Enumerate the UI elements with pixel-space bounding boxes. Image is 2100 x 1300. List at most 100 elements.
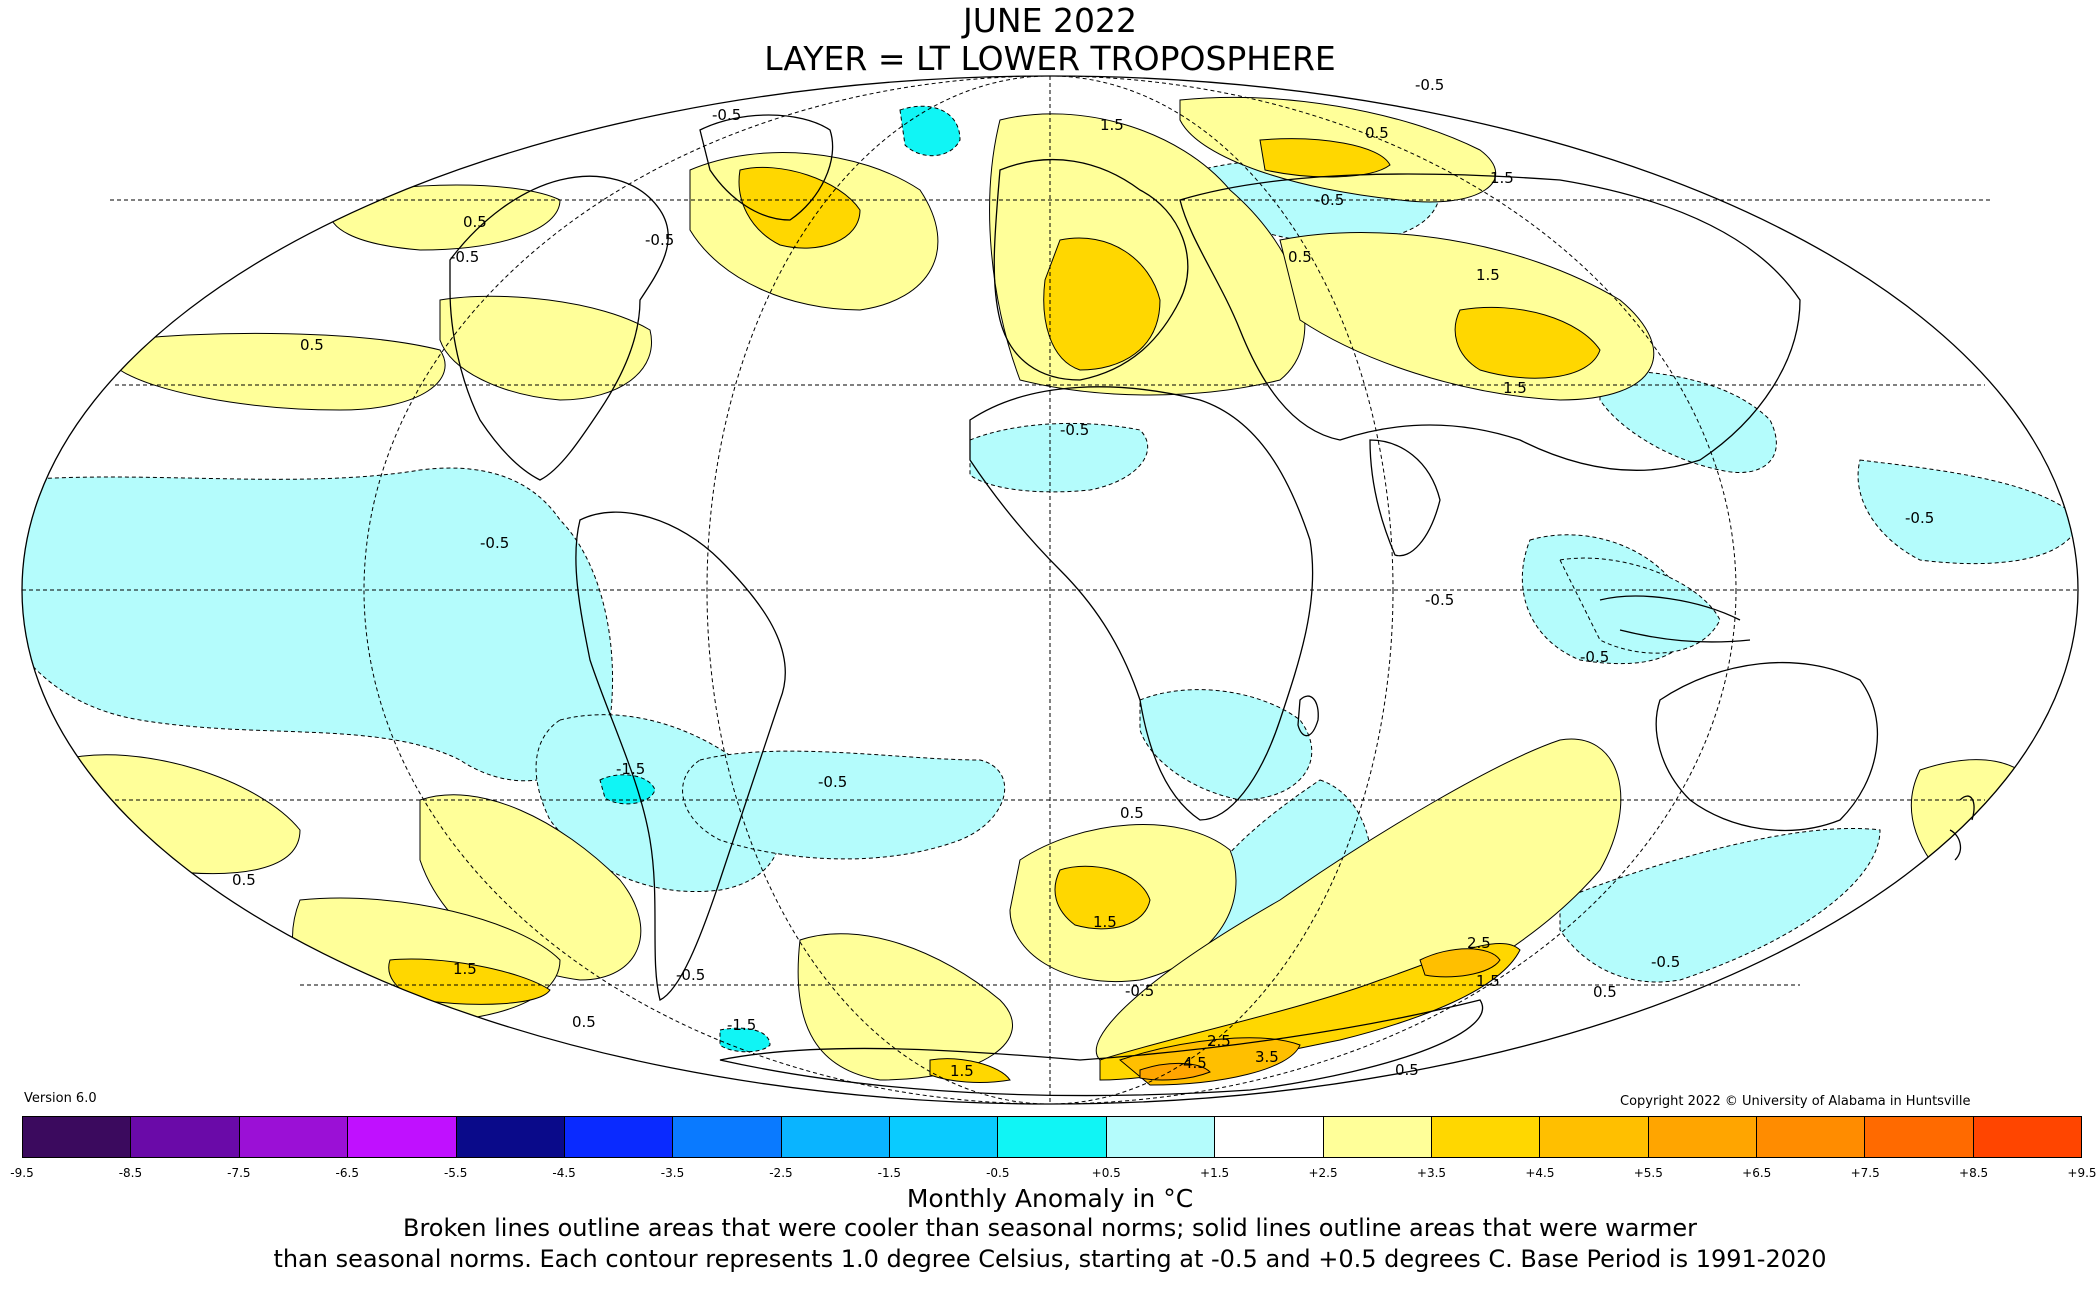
contour-label: 1.5 <box>1476 972 1500 990</box>
cool-region-southeast-asia <box>1559 557 1721 654</box>
europe-outline <box>993 159 1189 381</box>
anomaly-fields <box>22 96 2078 1086</box>
contour-label: 1.5 <box>1100 116 1124 134</box>
continent-outlines <box>449 114 1975 1097</box>
contour-label: 1.5 <box>1503 379 1527 397</box>
color-scale-swatch <box>239 1117 349 1157</box>
strong-warm-region-greenland-sea <box>738 166 861 249</box>
cool-region-north-pacific <box>1857 459 2078 565</box>
color-scale-swatch <box>1323 1117 1432 1157</box>
color-scale-swatch <box>348 1117 457 1157</box>
india-outline <box>1369 439 1441 557</box>
contour-label: -0.5 <box>1060 421 1089 439</box>
color-scale-swatch <box>890 1117 999 1157</box>
very-cool-region-antarctic <box>719 1027 771 1053</box>
color-scale-swatch <box>1648 1117 1757 1157</box>
contour-label: -0.5 <box>645 231 674 249</box>
contour-label: 0.5 <box>232 871 256 889</box>
cool-region-southern-ocean <box>1559 827 1881 983</box>
contour-label: -0.5 <box>480 534 509 552</box>
contour-label: -0.5 <box>1580 648 1609 666</box>
madagascar-outline <box>1297 695 1319 737</box>
new-zealand-outline <box>1949 795 1975 861</box>
color-scale-tick-label: -9.5 <box>10 1166 34 1180</box>
contour-label: -0.5 <box>712 106 741 124</box>
color-scale-swatch <box>1757 1117 1866 1157</box>
warm-region-north-america <box>439 295 652 401</box>
color-scale-swatch <box>1106 1117 1216 1157</box>
color-scale-tick-label: +9.5 <box>2067 1166 2097 1180</box>
contour-label: -0.5 <box>1315 191 1344 209</box>
contour-label: 2.5 <box>1207 1032 1231 1050</box>
map-subtitle: LAYER = LT LOWER TROPOSPHERE <box>764 39 1336 78</box>
north-america-outline <box>449 175 669 481</box>
contour-label: 1.5 <box>1490 169 1514 187</box>
globe-border <box>21 75 2079 1105</box>
contour-label: -0.5 <box>1651 953 1680 971</box>
contour-label: -0.5 <box>1125 982 1154 1000</box>
cool-region-eastern-pacific <box>22 467 613 782</box>
color-scale-swatch <box>131 1117 240 1157</box>
color-scale-swatch <box>1973 1117 2082 1157</box>
south-america-outline <box>575 511 786 1001</box>
very-warm-region-southern-ocean <box>1419 948 1501 978</box>
contour-label: 2.5 <box>1467 934 1491 952</box>
map-title: JUNE 2022 <box>963 1 1137 40</box>
cool-region-southern-africa <box>1139 689 1313 801</box>
color-scale-swatch <box>564 1117 674 1157</box>
cool-region-south-atlantic <box>682 750 1006 860</box>
color-scale-swatch <box>1865 1117 1974 1157</box>
asia-outline <box>1179 173 1801 472</box>
contour-label: 0.5 <box>1120 804 1144 822</box>
cool-region-north-africa <box>969 422 1149 493</box>
copyright-notice: Copyright 2022 © University of Alabama i… <box>1620 1094 1971 1109</box>
very-cool-region-south-pacific <box>599 774 656 805</box>
version-label: Version 6.0 <box>24 1091 97 1106</box>
contour-label: 1.5 <box>1476 266 1500 284</box>
color-scale-tick-label: -3.5 <box>660 1166 685 1180</box>
cool-region-east-asia <box>1599 369 1777 474</box>
contour-label: -0.5 <box>818 773 847 791</box>
color-scale-ticks: -9.5 -8.5 -7.5 -6.5 -5.5 -4.5 -3.5 -2.5 -1.5 -0.5… <box>10 1166 2096 1182</box>
contour-label: -1.5 <box>616 760 645 778</box>
color-scale <box>22 1116 2082 1158</box>
color-scale-swatch <box>673 1117 782 1157</box>
strong-warm-region-south-atlantic <box>1054 865 1151 930</box>
contour-label: 3.5 <box>1255 1048 1279 1066</box>
contour-label: -0.5 <box>676 966 705 984</box>
contour-label: -0.5 <box>1905 509 1934 527</box>
color-scale-swatch <box>781 1117 890 1157</box>
africa-outline <box>969 386 1314 821</box>
color-scale-tick-label: -4.5 <box>552 1166 576 1180</box>
color-scale-swatch <box>456 1117 565 1157</box>
strong-warm-region-antarctic-coast <box>929 1058 1011 1083</box>
warm-region-northeast-pacific <box>328 184 561 251</box>
color-scale-tick-label: +8.5 <box>1959 1166 1989 1180</box>
contour-label: 0.5 <box>300 336 324 354</box>
color-scale-tick-label: -6.5 <box>335 1166 359 1180</box>
color-scale-tick-label: +1.5 <box>1200 1166 1230 1180</box>
caption-line-1: Broken lines outline areas that were coo… <box>403 1214 1697 1242</box>
color-scale-tick-label: +2.5 <box>1308 1166 1338 1180</box>
contour-label: 0.5 <box>572 1013 596 1031</box>
contour-label: -0.5 <box>1425 591 1454 609</box>
color-scale-tick-label: -5.5 <box>443 1166 468 1180</box>
contour-label: 0.5 <box>1288 248 1312 266</box>
color-scale-label: Monthly Anomaly in °C <box>906 1184 1194 1213</box>
contour-labels: -0.5 -0.5 -0.5 -0.5 -0.5 -0.5 -0.5 -0.5 … <box>232 76 1934 1080</box>
color-scale-tick-label: +4.5 <box>1525 1166 1555 1180</box>
contour-label: -0.5 <box>1415 76 1444 94</box>
contour-label: 0.5 <box>1395 1061 1419 1079</box>
strong-warm-region-siberia <box>1259 138 1391 178</box>
color-scale-swatch <box>23 1117 132 1157</box>
color-scale-tick-label: +5.5 <box>1633 1166 1663 1180</box>
caption-line-2: than seasonal norms. Each contour repres… <box>273 1245 1827 1273</box>
color-scale-swatch <box>1431 1117 1541 1157</box>
warm-region-southwest-pacific <box>1910 759 2041 863</box>
contour-label: 0.5 <box>1593 983 1617 1001</box>
color-scale-tick-label: -8.5 <box>118 1166 143 1180</box>
strong-warm-region-europe <box>1043 237 1161 371</box>
color-scale-swatch <box>998 1117 1107 1157</box>
